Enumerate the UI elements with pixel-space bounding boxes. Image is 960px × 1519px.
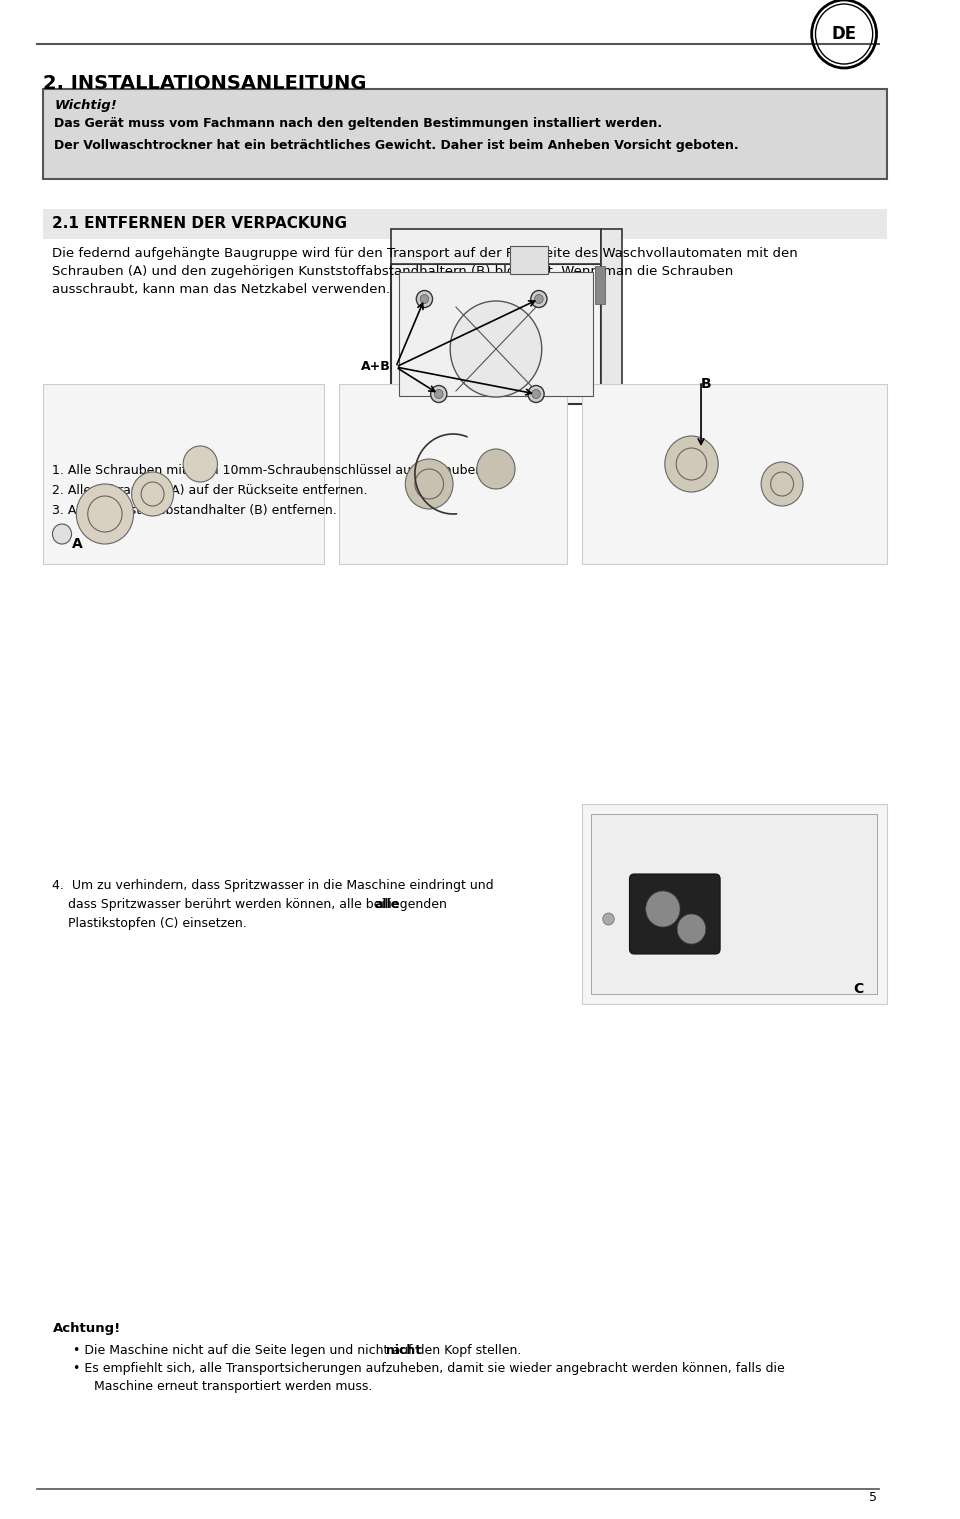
FancyBboxPatch shape bbox=[339, 384, 567, 564]
Text: • Es empfiehlt sich, alle Transportsicherungen aufzuheben, damit sie wieder ange: • Es empfiehlt sich, alle Transportsiche… bbox=[74, 1363, 785, 1375]
Text: 5: 5 bbox=[870, 1492, 877, 1504]
Circle shape bbox=[415, 469, 444, 500]
FancyBboxPatch shape bbox=[511, 246, 548, 273]
Text: Die federnd aufgehängte Baugruppe wird für den Transport auf der Rückseite des W: Die federnd aufgehängte Baugruppe wird f… bbox=[53, 248, 798, 260]
Circle shape bbox=[664, 436, 718, 492]
Text: A: A bbox=[72, 538, 83, 551]
Text: 2. Alle Schrauben (A) auf der Rückseite entfernen.: 2. Alle Schrauben (A) auf der Rückseite … bbox=[53, 485, 368, 497]
Circle shape bbox=[677, 914, 706, 943]
Text: alle: alle bbox=[374, 898, 400, 911]
Circle shape bbox=[183, 447, 218, 482]
Text: Achtung!: Achtung! bbox=[53, 1322, 121, 1335]
Circle shape bbox=[531, 290, 547, 307]
Circle shape bbox=[141, 482, 164, 506]
FancyBboxPatch shape bbox=[398, 272, 593, 396]
Circle shape bbox=[450, 301, 541, 396]
Text: ausschraubt, kann man das Netzkabel verwenden.: ausschraubt, kann man das Netzkabel verw… bbox=[53, 283, 391, 296]
Circle shape bbox=[435, 389, 443, 398]
Circle shape bbox=[761, 462, 804, 506]
Circle shape bbox=[646, 892, 680, 927]
Text: Schrauben (A) und den zugehörigen Kunststoffabstandhaltern (B) blockiert. Wenn m: Schrauben (A) und den zugehörigen Kunsts… bbox=[53, 264, 733, 278]
Circle shape bbox=[477, 450, 515, 489]
Text: Maschine erneut transportiert werden muss.: Maschine erneut transportiert werden mus… bbox=[94, 1379, 372, 1393]
Text: B: B bbox=[701, 377, 711, 390]
FancyBboxPatch shape bbox=[43, 90, 887, 179]
Text: 1. Alle Schrauben mit dem 10mm-Schraubenschlüssel ausschrauben.: 1. Alle Schrauben mit dem 10mm-Schrauben… bbox=[53, 463, 488, 477]
Circle shape bbox=[405, 459, 453, 509]
Circle shape bbox=[420, 295, 429, 304]
FancyBboxPatch shape bbox=[43, 210, 887, 238]
Circle shape bbox=[532, 389, 540, 398]
Text: nicht: nicht bbox=[386, 1344, 421, 1356]
Text: 2.1 ENTFERNEN DER VERPACKUNG: 2.1 ENTFERNEN DER VERPACKUNG bbox=[53, 217, 348, 231]
Text: C: C bbox=[852, 981, 863, 996]
Circle shape bbox=[535, 295, 543, 304]
Text: Plastikstopfen (C) einsetzen.: Plastikstopfen (C) einsetzen. bbox=[53, 917, 248, 930]
Text: Der Vollwaschtrockner hat ein beträchtliches Gewicht. Daher ist beim Anheben Vor: Der Vollwaschtrockner hat ein beträchtli… bbox=[55, 140, 739, 152]
Circle shape bbox=[431, 386, 446, 403]
FancyBboxPatch shape bbox=[582, 384, 887, 564]
FancyBboxPatch shape bbox=[582, 804, 887, 1004]
Text: Das Gerät muss vom Fachmann nach den geltenden Bestimmungen installiert werden.: Das Gerät muss vom Fachmann nach den gel… bbox=[55, 117, 662, 131]
FancyBboxPatch shape bbox=[601, 229, 622, 404]
FancyBboxPatch shape bbox=[391, 264, 601, 404]
Circle shape bbox=[76, 485, 133, 544]
Circle shape bbox=[417, 290, 433, 307]
Text: Wichtig!: Wichtig! bbox=[55, 99, 117, 112]
Circle shape bbox=[603, 913, 614, 925]
Circle shape bbox=[676, 448, 707, 480]
Circle shape bbox=[771, 472, 794, 497]
FancyBboxPatch shape bbox=[630, 873, 720, 954]
FancyBboxPatch shape bbox=[591, 814, 877, 993]
Text: dass Spritzwasser berührt werden können, alle beiliegenden: dass Spritzwasser berührt werden können,… bbox=[53, 898, 447, 911]
Text: • Die Maschine nicht auf die Seite legen und nicht auf den Kopf stellen.: • Die Maschine nicht auf die Seite legen… bbox=[74, 1344, 522, 1356]
FancyBboxPatch shape bbox=[595, 266, 605, 304]
Circle shape bbox=[132, 472, 174, 516]
Text: 4.  Um zu verhindern, dass Spritzwasser in die Maschine eindringt und: 4. Um zu verhindern, dass Spritzwasser i… bbox=[53, 880, 494, 892]
Text: DE: DE bbox=[831, 24, 856, 43]
Text: 2. INSTALLATIONSANLEITUNG: 2. INSTALLATIONSANLEITUNG bbox=[43, 74, 367, 93]
FancyBboxPatch shape bbox=[43, 384, 324, 564]
Text: 3. Alle Kunststoffabstandhalter (B) entfernen.: 3. Alle Kunststoffabstandhalter (B) entf… bbox=[53, 504, 337, 516]
Circle shape bbox=[528, 386, 544, 403]
Circle shape bbox=[53, 524, 72, 544]
Text: A+B: A+B bbox=[361, 360, 391, 374]
FancyBboxPatch shape bbox=[391, 229, 601, 264]
Circle shape bbox=[87, 497, 122, 532]
